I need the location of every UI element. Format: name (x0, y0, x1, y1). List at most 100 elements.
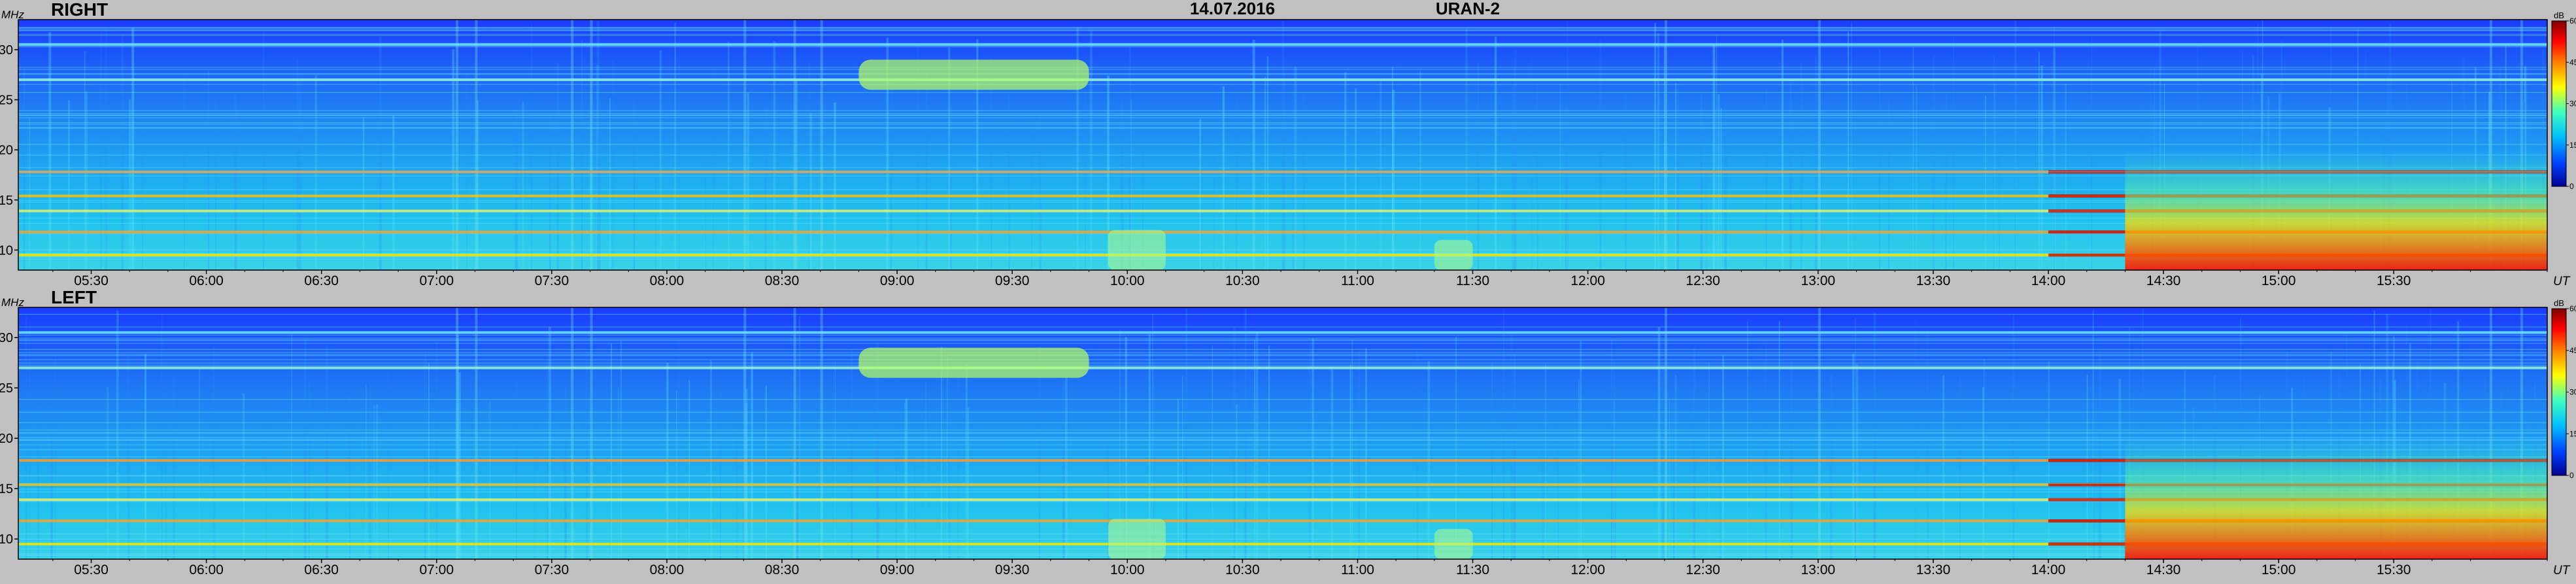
streak (1177, 398, 1179, 559)
streak (991, 56, 992, 270)
streak (1914, 317, 1916, 559)
streak (1800, 61, 1803, 271)
streak (127, 356, 130, 559)
streak (1559, 84, 1561, 271)
streak (1676, 88, 1680, 271)
streak (299, 93, 302, 271)
streak (728, 41, 730, 271)
streak (2038, 52, 2040, 270)
streak (2065, 83, 2067, 270)
streak (1039, 116, 1042, 270)
streak (326, 345, 328, 559)
streak (736, 404, 738, 559)
streak (48, 31, 52, 271)
streak (1820, 42, 1822, 271)
x-tick-label: 11:30 (1456, 562, 1489, 577)
x-tick-label: 13:00 (1801, 273, 1836, 288)
streak (1927, 329, 1929, 559)
colorbar (2551, 308, 2567, 476)
streak (1998, 116, 2000, 270)
burst-regions (858, 347, 2547, 559)
streak (1121, 101, 1124, 270)
streak (1662, 366, 1665, 559)
streak (876, 342, 879, 559)
streak (1281, 20, 1284, 271)
streak (50, 407, 53, 559)
streak (773, 41, 776, 270)
thin-line (18, 29, 2547, 31)
thin-line (18, 258, 2547, 260)
streak (1455, 336, 1457, 559)
thin-line (18, 340, 2547, 341)
streak (925, 68, 928, 271)
x-tick-label: 10:00 (1110, 562, 1145, 577)
streak (1477, 63, 1479, 270)
streak (676, 390, 677, 559)
thin-line (18, 69, 2547, 70)
colorbar-unit: dB (2554, 298, 2564, 308)
streak (309, 380, 310, 559)
streak (1244, 309, 1247, 559)
thin-line (18, 84, 2547, 85)
strong-streak (2520, 20, 2523, 270)
x-tick-label: 06:30 (304, 562, 339, 577)
y-tick-label: 20 (0, 432, 13, 446)
streak (1959, 375, 1961, 559)
thin-line (18, 355, 2547, 356)
x-tick-label: 13:30 (1916, 562, 1951, 577)
band-line (18, 498, 2547, 502)
thin-line (18, 201, 2547, 203)
streak (121, 35, 124, 270)
streak (298, 78, 300, 270)
x-tick-label: 12:00 (1570, 562, 1605, 577)
streak (1222, 86, 1225, 270)
x-tick-label: 06:30 (304, 273, 339, 288)
x-tick-label: 05:30 (74, 562, 109, 577)
streak (1700, 94, 1703, 270)
band-line (18, 542, 2547, 545)
y-tick-label: 10 (0, 532, 13, 547)
streak (1090, 31, 1093, 271)
streak (1873, 312, 1876, 559)
streak (452, 49, 455, 270)
x-tick-label: 14:00 (2031, 273, 2066, 288)
streak (1669, 399, 1670, 559)
thin-line (18, 354, 2547, 355)
streak (2124, 385, 2126, 559)
thin-line (18, 43, 2547, 44)
streak (1351, 339, 1353, 559)
y-tick-label: 10 (0, 243, 13, 258)
thin-line (18, 439, 2547, 441)
streak (1008, 94, 1010, 270)
streak (834, 102, 836, 271)
streak (234, 94, 237, 270)
colorbar-unit: dB (2554, 10, 2564, 20)
streak (2091, 35, 2093, 270)
streak (764, 108, 767, 270)
thin-line (18, 352, 2547, 353)
strong-streak (590, 20, 593, 270)
x-tick-label: 07:30 (535, 273, 569, 288)
streak (547, 356, 549, 559)
burst-region (1108, 519, 1166, 559)
thin-line (18, 256, 2547, 258)
streak (1514, 68, 1516, 271)
streak (808, 61, 810, 271)
y-tick-label: 20 (0, 143, 13, 158)
streak (549, 326, 551, 559)
streak (905, 398, 908, 559)
streak (1536, 82, 1538, 271)
streak (128, 99, 131, 270)
streak (2054, 26, 2055, 270)
x-tick-label: 07:30 (535, 562, 569, 577)
streak (745, 402, 748, 559)
x-tick-label: 08:00 (650, 562, 685, 577)
streak (1765, 90, 1767, 270)
streak (1355, 88, 1357, 271)
thin-line (18, 154, 2547, 156)
strong-streak (820, 20, 823, 270)
streak (1264, 77, 1266, 270)
y-tick-label: 25 (0, 94, 13, 108)
streak (597, 21, 600, 271)
thin-line (18, 339, 2547, 341)
